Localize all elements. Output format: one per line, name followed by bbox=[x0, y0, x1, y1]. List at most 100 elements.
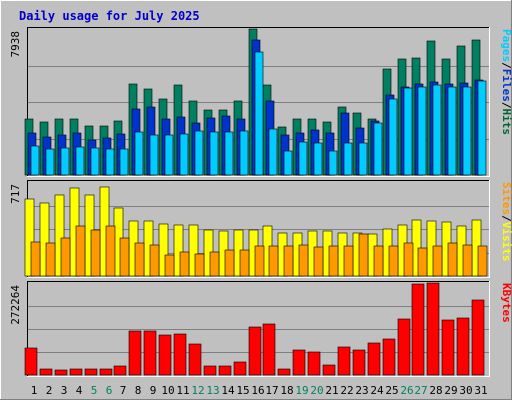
bar-pages-6 bbox=[105, 148, 115, 176]
bar-sites-25 bbox=[388, 245, 399, 277]
panel-visits-sites: 717 Sites/Visits bbox=[9, 180, 512, 278]
bar-visits-2 bbox=[39, 202, 50, 277]
bar-sites-2 bbox=[45, 242, 56, 277]
bar-sites-26 bbox=[403, 242, 414, 277]
bar-sites-11 bbox=[179, 251, 190, 277]
x-tick-label-26: 26 bbox=[400, 384, 413, 397]
bar-pages-20 bbox=[313, 142, 323, 176]
bar-sites-16 bbox=[254, 245, 265, 277]
bar-kbytes-1 bbox=[24, 347, 38, 376]
bar-pages-13 bbox=[209, 131, 219, 176]
bar-kbytes-20 bbox=[307, 351, 321, 376]
bar-kbytes-27 bbox=[411, 283, 425, 376]
bar-sites-10 bbox=[164, 254, 175, 277]
x-tick-label-8: 8 bbox=[135, 384, 142, 397]
bar-sites-17 bbox=[268, 245, 279, 277]
bar-sites-1 bbox=[30, 241, 41, 277]
x-tick-label-22: 22 bbox=[340, 384, 353, 397]
chart-title: Daily usage for July 2025 bbox=[19, 9, 200, 23]
panel-kbytes: 272264 KBytes bbox=[9, 281, 512, 377]
series-legend: Sites/Visits bbox=[500, 182, 512, 262]
x-tick-label-24: 24 bbox=[370, 384, 384, 397]
bar-kbytes-29 bbox=[441, 319, 455, 376]
bar-sites-23 bbox=[358, 233, 369, 277]
y-max-label: 717 bbox=[9, 184, 22, 204]
legend-entry: Visits bbox=[500, 222, 512, 262]
bar-sites-14 bbox=[224, 249, 235, 277]
series-legend: KBytes bbox=[500, 283, 512, 323]
bar-kbytes-11 bbox=[173, 333, 187, 376]
x-tick-label-17: 17 bbox=[265, 384, 278, 397]
x-tick-label-19: 19 bbox=[295, 384, 308, 397]
x-tick-label-15: 15 bbox=[236, 384, 249, 397]
bar-pages-7 bbox=[119, 148, 129, 176]
bar-kbytes-12 bbox=[188, 343, 202, 376]
bar-pages-27 bbox=[417, 86, 427, 176]
bar-kbytes-19 bbox=[292, 349, 306, 376]
bar-sites-29 bbox=[447, 242, 458, 277]
x-tick-label-7: 7 bbox=[120, 384, 127, 397]
x-tick-label-12: 12 bbox=[191, 384, 204, 397]
bar-sites-19 bbox=[298, 244, 309, 277]
legend-entry: / bbox=[500, 62, 512, 69]
bar-pages-30 bbox=[462, 86, 472, 176]
bar-pages-18 bbox=[283, 150, 293, 176]
legend-entry: Sites bbox=[500, 182, 512, 215]
y-max-label: 7938 bbox=[9, 31, 22, 58]
bar-kbytes-28 bbox=[426, 282, 440, 376]
bar-sites-3 bbox=[60, 237, 71, 277]
bar-kbytes-6 bbox=[99, 368, 113, 376]
bar-pages-17 bbox=[268, 128, 278, 176]
bar-sites-22 bbox=[343, 245, 354, 277]
x-axis-labels: 1 2 3 4 5 6 7 8 9 10 11 12 13 14 15 16 17 18 19 20 21 22 23 24 2… bbox=[31, 384, 488, 397]
bar-pages-25 bbox=[388, 98, 398, 176]
bar-visits-11 bbox=[173, 224, 184, 277]
bar-pages-23 bbox=[358, 142, 368, 176]
x-tick-label-9: 9 bbox=[150, 384, 157, 397]
bar-kbytes-14 bbox=[218, 365, 232, 376]
bar-pages-24 bbox=[373, 122, 383, 176]
bar-sites-7 bbox=[119, 237, 130, 277]
bar-kbytes-26 bbox=[397, 318, 411, 376]
bar-kbytes-2 bbox=[39, 368, 53, 376]
bar-kbytes-15 bbox=[233, 361, 247, 376]
bar-kbytes-25 bbox=[382, 338, 396, 376]
legend-entry: Hits bbox=[500, 109, 512, 136]
bar-pages-5 bbox=[90, 147, 100, 176]
bar-visits-3 bbox=[54, 194, 65, 277]
bar-pages-4 bbox=[75, 146, 85, 176]
bar-pages-9 bbox=[149, 134, 159, 176]
bar-pages-31 bbox=[477, 80, 487, 176]
x-tick-label-25: 25 bbox=[385, 384, 398, 397]
bar-kbytes-8 bbox=[128, 330, 142, 376]
bar-sites-24 bbox=[373, 245, 384, 277]
bar-sites-28 bbox=[432, 245, 443, 277]
bar-sites-5 bbox=[90, 229, 101, 277]
legend-entry: Pages bbox=[500, 29, 512, 62]
bar-sites-13 bbox=[209, 251, 220, 277]
bar-kbytes-4 bbox=[69, 368, 83, 376]
bar-sites-18 bbox=[283, 245, 294, 277]
bar-pages-8 bbox=[134, 131, 144, 176]
bar-pages-16 bbox=[254, 51, 264, 176]
x-tick-label-1: 1 bbox=[31, 384, 38, 397]
bar-sites-6 bbox=[105, 225, 116, 277]
bar-pages-28 bbox=[432, 84, 442, 176]
bar-pages-15 bbox=[239, 130, 249, 176]
x-tick-label-4: 4 bbox=[76, 384, 83, 397]
x-tick-label-18: 18 bbox=[280, 384, 293, 397]
bar-sites-27 bbox=[417, 247, 428, 277]
bar-kbytes-21 bbox=[322, 364, 336, 376]
bar-pages-10 bbox=[164, 134, 174, 176]
bar-pages-1 bbox=[30, 145, 40, 176]
bar-sites-31 bbox=[477, 245, 488, 277]
series-kbytes bbox=[24, 282, 485, 376]
series-legend: Pages/Files/Hits bbox=[500, 29, 512, 135]
bar-kbytes-7 bbox=[113, 365, 127, 376]
bar-kbytes-18 bbox=[277, 368, 291, 376]
legend-entry: Files bbox=[500, 69, 512, 102]
bar-kbytes-10 bbox=[158, 334, 172, 376]
bar-kbytes-17 bbox=[262, 323, 276, 376]
bar-sites-4 bbox=[75, 225, 86, 277]
bar-sites-8 bbox=[134, 242, 145, 277]
